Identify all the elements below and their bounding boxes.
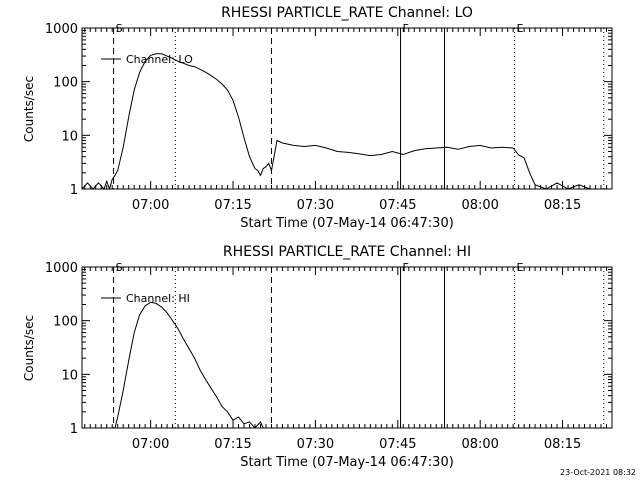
plot-frame — [81, 27, 613, 190]
y-tick-label: 100 — [53, 315, 78, 330]
footer-timestamp: 23-Oct-2021 08:32 — [560, 468, 636, 477]
legend-label: Channel: LO — [126, 53, 193, 66]
panel-hi: RHESSI PARTICLE_RATE Channel: HI Counts/… — [22, 244, 613, 470]
y-tick-label: 100 — [53, 76, 78, 91]
legend: Channel: LO — [101, 53, 193, 66]
x-tick-label: 07:00 — [132, 437, 169, 452]
x-tick-label: 07:30 — [297, 437, 334, 452]
y-axis-label: Counts/sec — [22, 315, 36, 381]
y-tick-label: 1 — [70, 422, 78, 437]
panel-lo: RHESSI PARTICLE_RATE Channel: LO Counts/… — [22, 5, 613, 231]
data-series — [114, 301, 264, 429]
x-tick-label: 08:00 — [461, 437, 498, 452]
x-tick-label: 08:00 — [461, 198, 498, 213]
x-tick-label: 07:45 — [379, 437, 416, 452]
y-tick-label: 10 — [61, 368, 78, 383]
legend: Channel: HI — [101, 292, 190, 305]
y-tick-label: 1000 — [45, 261, 78, 276]
x-tick-label: 07:15 — [214, 437, 251, 452]
y-tick-label: 10 — [61, 129, 78, 144]
series-line — [114, 301, 264, 429]
x-ticks: 07:00 07:15 07:30 07:45 08:00 08:15 — [84, 267, 613, 452]
y-tick-label: 1 — [70, 183, 78, 198]
y-axis-label: Counts/sec — [22, 76, 36, 142]
x-tick-label: 08:15 — [544, 437, 581, 452]
plot-frame — [81, 266, 613, 429]
y-ticks: 1 10 100 1000 — [45, 22, 612, 198]
series-line — [81, 53, 601, 191]
x-tick-label: 07:15 — [214, 198, 251, 213]
x-tick-label: 08:15 — [544, 198, 581, 213]
data-series — [81, 53, 601, 191]
y-ticks: 1 10 100 1000 — [45, 261, 612, 437]
x-axis-label: Start Time (07-May-14 06:47:30) — [240, 455, 454, 470]
y-tick-label: 1000 — [45, 22, 78, 37]
chart-title: RHESSI PARTICLE_RATE Channel: LO — [221, 5, 473, 21]
x-tick-label: 07:00 — [132, 198, 169, 213]
legend-label: Channel: HI — [126, 292, 190, 305]
x-axis-label: Start Time (07-May-14 06:47:30) — [240, 216, 454, 231]
x-tick-label: 07:45 — [379, 198, 416, 213]
chart-title: RHESSI PARTICLE_RATE Channel: HI — [223, 244, 471, 260]
x-tick-label: 07:30 — [297, 198, 334, 213]
